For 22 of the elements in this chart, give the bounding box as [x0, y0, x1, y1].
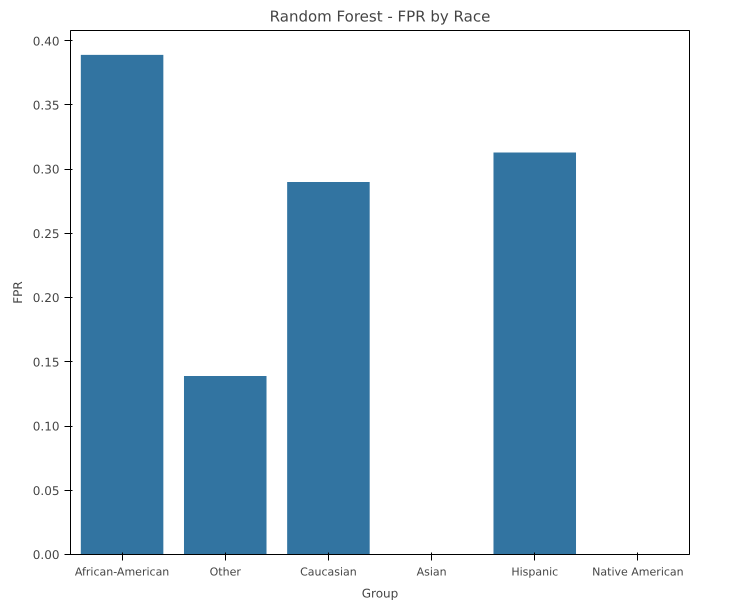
y-tick-label: 0.40: [32, 34, 60, 48]
y-tick-label: 0.10: [32, 420, 60, 434]
x-tick-label: Hispanic: [511, 566, 558, 578]
y-tick-label: 0.30: [32, 162, 60, 177]
y-tick-label: 0.20: [32, 291, 60, 306]
chart-title: Random Forest - FPR by Race: [270, 8, 490, 26]
bar: [80, 54, 164, 554]
y-tick-label: 0.25: [32, 226, 60, 241]
y-tick-label: 0.00: [32, 548, 60, 562]
y-tick-label: 0.35: [32, 98, 60, 112]
bar: [287, 182, 370, 554]
y-tick-label: 0.05: [32, 484, 60, 498]
bar: [184, 376, 267, 554]
y-tick-label: 0.15: [32, 355, 60, 370]
y-axis-title: FPR: [10, 281, 25, 304]
x-tick-label: African-American: [74, 566, 170, 578]
x-tick-label: Asian: [416, 566, 447, 578]
x-tick-label: Native American: [592, 566, 684, 578]
x-tick-label: Caucasian: [300, 566, 357, 578]
x-tick-label: Other: [210, 566, 242, 578]
bar: [493, 152, 576, 554]
x-axis-title: Group: [362, 586, 398, 600]
